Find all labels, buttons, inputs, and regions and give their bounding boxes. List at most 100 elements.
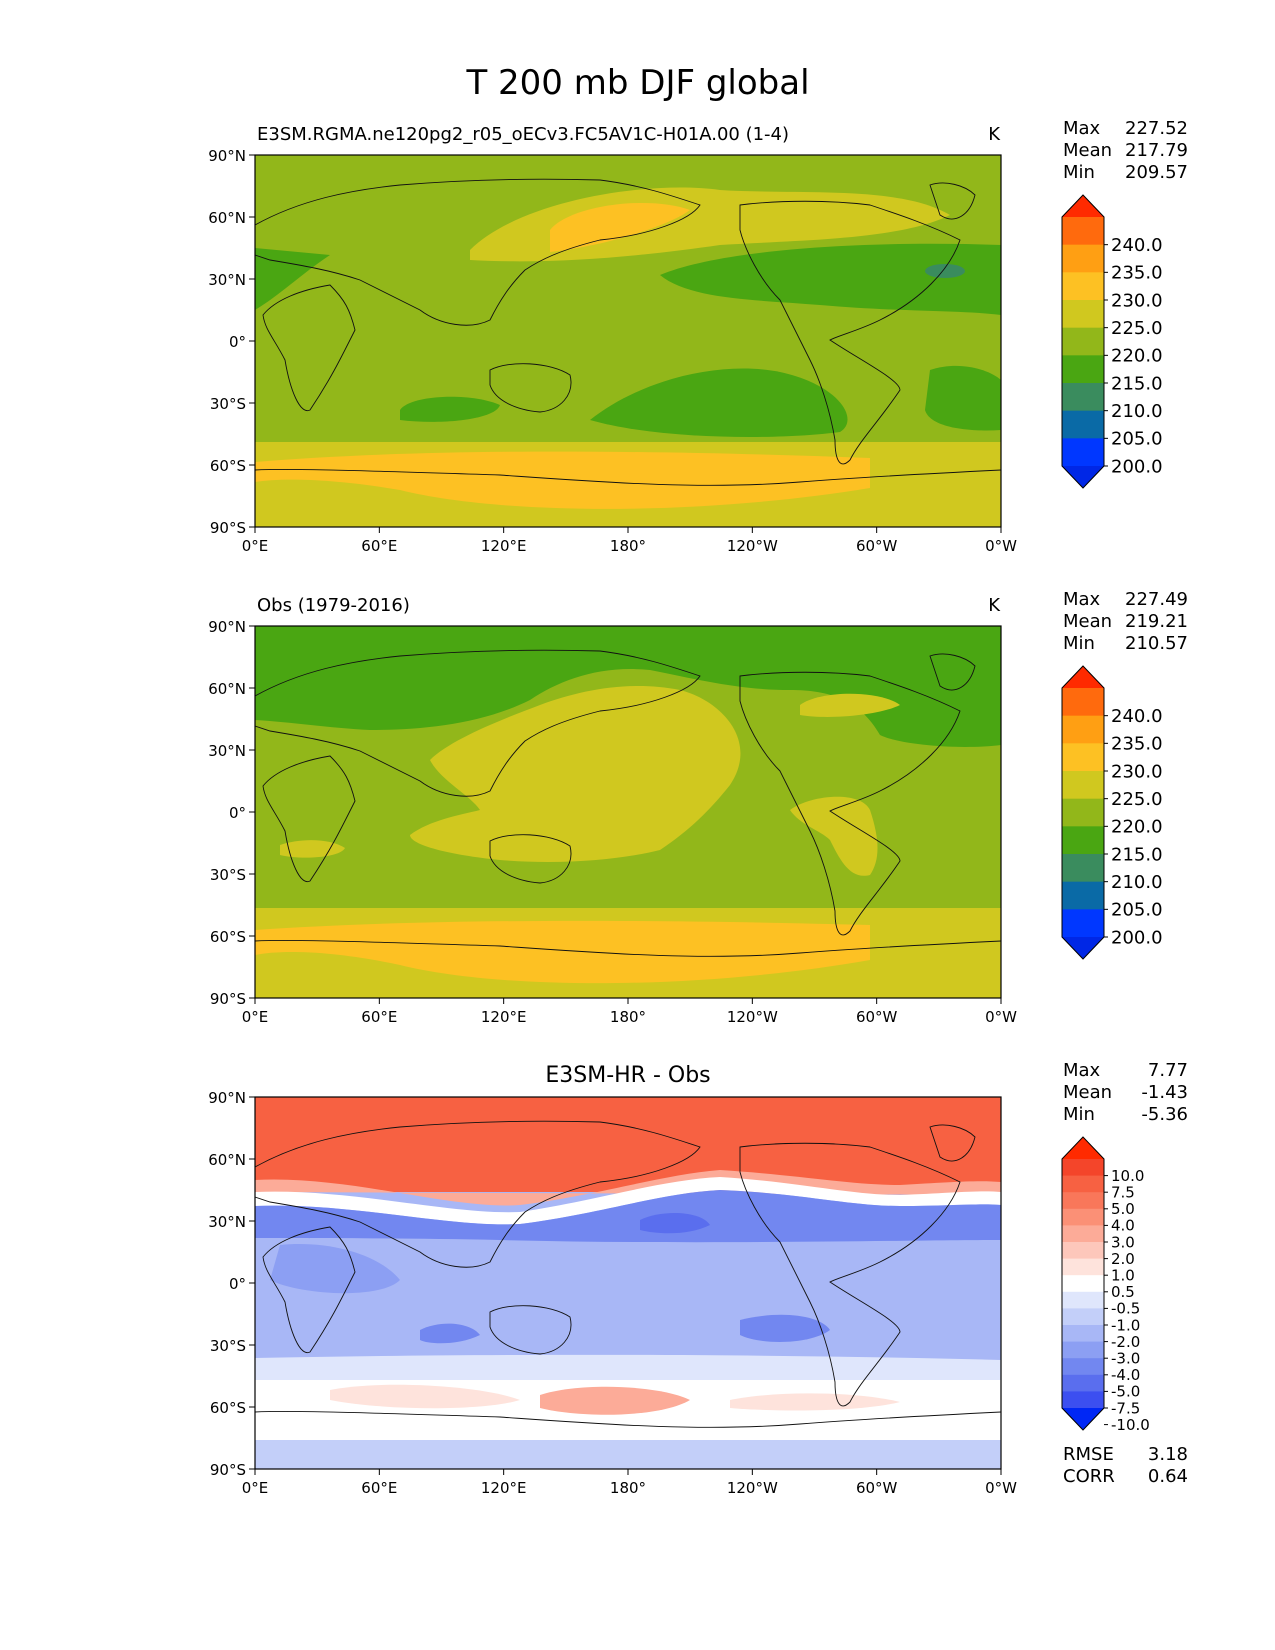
stat-mean-label: Mean [1063,611,1112,632]
colorbar-label: -0.5 [1111,1300,1140,1318]
colorbar-label: 200.0 [1111,927,1163,948]
lat-tick-label: 90°N [208,147,246,165]
colorbar-label: 215.0 [1111,844,1163,865]
colorbar-swatch [1062,244,1104,273]
lon-tick-label: 60°W [856,537,898,555]
colorbar-swatch [1062,1374,1104,1392]
colorbar-label: 10.0 [1111,1167,1144,1185]
colorbar-label: 230.0 [1111,761,1163,782]
colorbar-label: 240.0 [1111,706,1163,727]
units-label: K [988,124,1001,145]
lat-tick-label: 30°S [210,395,246,413]
map-field-model [255,155,1001,527]
colorbar-label: 235.0 [1111,263,1163,284]
colorbar-label: 240.0 [1111,235,1163,256]
colorbar-label: -3.0 [1111,1349,1140,1367]
lat-tick-label: 30°N [208,742,246,760]
colorbar-label: 2.0 [1111,1250,1135,1268]
colorbar-swatch [1062,1159,1104,1177]
colorbar-extension-min [1062,466,1104,488]
colorbar-label: 225.0 [1111,789,1163,810]
colorbar-label: 230.0 [1111,290,1163,311]
colorbar-label: 225.0 [1111,318,1163,339]
lon-tick-label: 180° [610,1479,646,1497]
lat-tick-label: 60°S [210,457,246,475]
lon-tick-label: 180° [610,1008,646,1026]
colorbar-swatch [1062,743,1104,772]
stat-min-label: Min [1063,633,1095,654]
colorbar-label: -10.0 [1111,1416,1150,1434]
colorbar-label: -4.0 [1111,1366,1140,1384]
lon-tick-label: 180° [610,537,646,555]
lon-tick-label: 60°E [361,1008,397,1026]
lat-tick-label: 90°S [210,519,246,537]
colorbar-label: 205.0 [1111,900,1163,921]
lon-tick-label: 60°E [361,1479,397,1497]
lat-tick-label: 60°N [208,209,246,227]
colorbar-extension-min [1062,1408,1104,1430]
lat-tick-label: 60°S [210,928,246,946]
lat-tick-label: 90°N [208,1089,246,1107]
lat-tick-label: 60°N [208,1151,246,1169]
colorbar-swatch [1062,688,1104,717]
colorbar-label: 0.5 [1111,1283,1135,1301]
colorbar-swatch [1062,909,1104,938]
colorbar-label: 220.0 [1111,346,1163,367]
stat-max-value: 227.49 [1125,589,1188,610]
stat-mean-value: 217.79 [1125,140,1188,161]
colorbar-swatch [1062,438,1104,467]
colorbar-label: 220.0 [1111,817,1163,838]
stat-max-value: 227.52 [1125,118,1188,139]
lat-tick-label: 0° [229,1275,246,1293]
lon-tick-label: 0°E [242,1008,269,1026]
stat-mean-value: 219.21 [1125,611,1188,632]
lon-tick-label: 120°W [727,537,778,555]
panel-obs: Obs (1979-2016) K 90°N 60°N 30°N 0° 30°S 60°S… [208,589,1188,1026]
lat-tick-label: 0° [229,804,246,822]
lon-tick-label: 120°E [481,1008,527,1026]
stat-max-label: Max [1063,589,1101,610]
colorbar-swatch [1062,1175,1104,1193]
lat-tick-label: 30°S [210,866,246,884]
lon-tick-label: 0°W [985,537,1017,555]
colorbar-label: 7.5 [1111,1183,1135,1201]
colorbar-swatch [1062,1242,1104,1260]
lat-tick-label: 90°S [210,1461,246,1479]
panel-title-left: Obs (1979-2016) [257,595,410,616]
colorbar-swatch [1062,1258,1104,1276]
lon-tick-label: 120°W [727,1479,778,1497]
panel-diff: E3SM-HR - Obs 90°N 60°N 30°N 0° 30°S 60°S 90°S… [208,1060,1188,1497]
stat-min-value: -5.36 [1141,1104,1188,1125]
colorbar-label: -2.0 [1111,1333,1140,1351]
stat-mean-label: Mean [1063,1082,1112,1103]
colorbar-label: 200.0 [1111,456,1163,477]
colorbar-label: 5.0 [1111,1200,1135,1218]
lat-tick-label: 30°S [210,1337,246,1355]
lon-tick-label: 60°W [856,1008,898,1026]
lon-tick-label: 0°E [242,537,269,555]
colorbar-swatch [1062,383,1104,412]
colorbar-swatch [1062,1192,1104,1210]
stat-min-value: 210.57 [1125,633,1188,654]
colorbar-swatch [1062,1275,1104,1293]
stat-min-value: 209.57 [1125,162,1188,183]
colorbar-label: 1.0 [1111,1266,1135,1284]
lat-tick-label: 60°S [210,1399,246,1417]
lat-tick-label: 30°N [208,271,246,289]
panel-title-left: E3SM.RGMA.ne120pg2_r05_oECv3.FC5AV1C-H01… [257,124,789,145]
colorbar-swatch [1062,826,1104,855]
colorbar-swatch [1062,410,1104,439]
colorbar-extension-max [1062,666,1104,688]
colorbar-swatch [1062,1358,1104,1376]
lat-tick-label: 60°N [208,680,246,698]
lat-tick-label: 90°N [208,618,246,636]
colorbar-swatch [1062,217,1104,246]
colorbar-swatch [1062,1391,1104,1409]
figure-title: T 200 mb DJF global [465,63,809,103]
colorbar-extension-min [1062,937,1104,959]
colorbar-label: 215.0 [1111,373,1163,394]
colorbar-swatch [1062,1225,1104,1243]
lon-tick-label: 0°W [985,1008,1017,1026]
lon-tick-label: 120°E [481,1479,527,1497]
colorbar-label: 4.0 [1111,1217,1135,1235]
